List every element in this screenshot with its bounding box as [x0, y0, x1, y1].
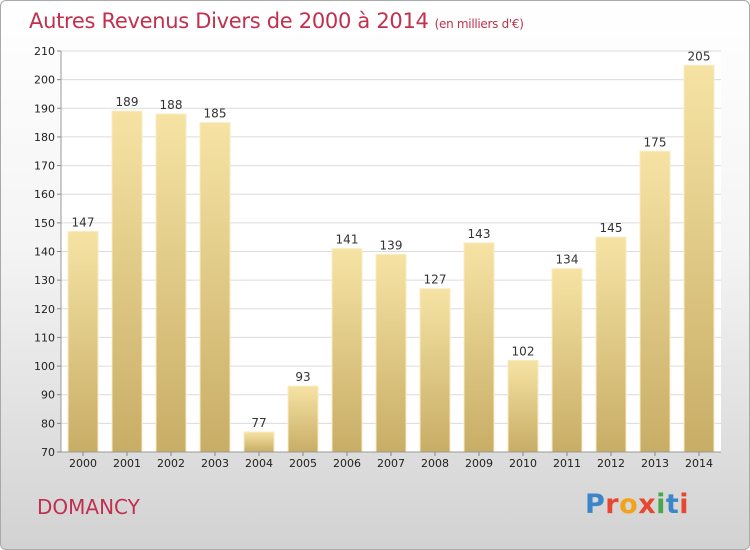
chart-title: Autres Revenus Divers de 2000 à 2014 (en … [29, 9, 524, 33]
data-label-2006: 141 [336, 233, 359, 247]
axes [57, 50, 721, 456]
x-tick-label-2000: 2000 [69, 457, 97, 470]
x-tick-label-2011: 2011 [553, 457, 581, 470]
x-tick-label-2006: 2006 [333, 457, 361, 470]
data-label-2005: 93 [295, 370, 310, 384]
x-tick-label-2007: 2007 [377, 457, 405, 470]
logo-letter: t [665, 489, 680, 520]
bar-2012 [595, 236, 627, 453]
y-tick-label: 170 [34, 160, 55, 173]
bar-2008 [419, 288, 451, 453]
y-tick-label: 80 [41, 417, 55, 430]
x-tick-label-2001: 2001 [113, 457, 141, 470]
chart-title-text: Autres Revenus Divers de 2000 à 2014 [29, 9, 429, 33]
y-tick-label: 150 [34, 217, 55, 230]
data-label-2003: 185 [204, 107, 227, 121]
x-tick-label-2005: 2005 [289, 457, 317, 470]
data-label-2012: 145 [600, 221, 623, 235]
x-tick-label-2008: 2008 [421, 457, 449, 470]
y-tick-label: 70 [41, 446, 55, 459]
y-tick-label: 210 [34, 45, 55, 58]
logo-letter: i [656, 489, 666, 520]
labels: 7080901001101201301401501601701801902002… [34, 45, 713, 470]
y-tick-label: 90 [41, 389, 55, 402]
data-label-2011: 134 [556, 253, 579, 267]
bar-2000 [67, 230, 99, 453]
proxiti-logo: Proxiti [585, 489, 689, 520]
y-tick-label: 130 [34, 274, 55, 287]
y-tick-label: 180 [34, 131, 55, 144]
commune-name: DOMANCY [37, 495, 140, 519]
bar-2013 [639, 150, 671, 453]
x-tick-label-2004: 2004 [245, 457, 273, 470]
data-label-2002: 188 [160, 98, 183, 112]
bar-2004 [243, 431, 275, 453]
bar-2007 [375, 253, 407, 453]
data-label-2001: 189 [116, 95, 139, 109]
bar-2010 [507, 359, 539, 453]
y-tick-label: 110 [34, 331, 55, 344]
bar-2002 [155, 113, 187, 453]
x-tick-label-2003: 2003 [201, 457, 229, 470]
y-tick-label: 200 [34, 74, 55, 87]
bar-2005 [287, 385, 319, 453]
y-tick-label: 140 [34, 246, 55, 259]
logo-letter: x [638, 489, 657, 520]
x-tick-label-2002: 2002 [157, 457, 185, 470]
x-tick-label-2013: 2013 [641, 457, 669, 470]
logo-letter: i [679, 489, 690, 520]
chart-subtitle: (en milliers d'€) [434, 17, 524, 31]
bar-2014 [683, 64, 715, 453]
x-tick-label-2014: 2014 [685, 457, 713, 470]
data-label-2004: 77 [251, 416, 266, 430]
y-tick-label: 100 [34, 360, 55, 373]
y-tick-label: 190 [34, 102, 55, 115]
x-tick-label-2010: 2010 [509, 457, 537, 470]
data-label-2007: 139 [380, 238, 403, 252]
bar-2001 [111, 110, 143, 453]
logo-letter: r [605, 489, 620, 520]
data-label-2009: 143 [468, 227, 491, 241]
data-label-2008: 127 [424, 273, 447, 287]
x-tick-label-2009: 2009 [465, 457, 493, 470]
bar-2006 [331, 248, 363, 453]
data-label-2010: 102 [512, 344, 535, 358]
data-label-2000: 147 [72, 215, 95, 229]
y-tick-label: 160 [34, 188, 55, 201]
data-label-2014: 205 [688, 49, 711, 63]
data-label-2013: 175 [644, 135, 667, 149]
bar-2009 [463, 242, 495, 453]
bar-2003 [199, 122, 231, 453]
logo-letter: P [585, 489, 606, 520]
y-tick-label: 120 [34, 303, 55, 316]
bars [67, 64, 715, 453]
logo-letter: o [619, 489, 639, 520]
x-tick-label-2012: 2012 [597, 457, 625, 470]
bar-2011 [551, 268, 583, 453]
